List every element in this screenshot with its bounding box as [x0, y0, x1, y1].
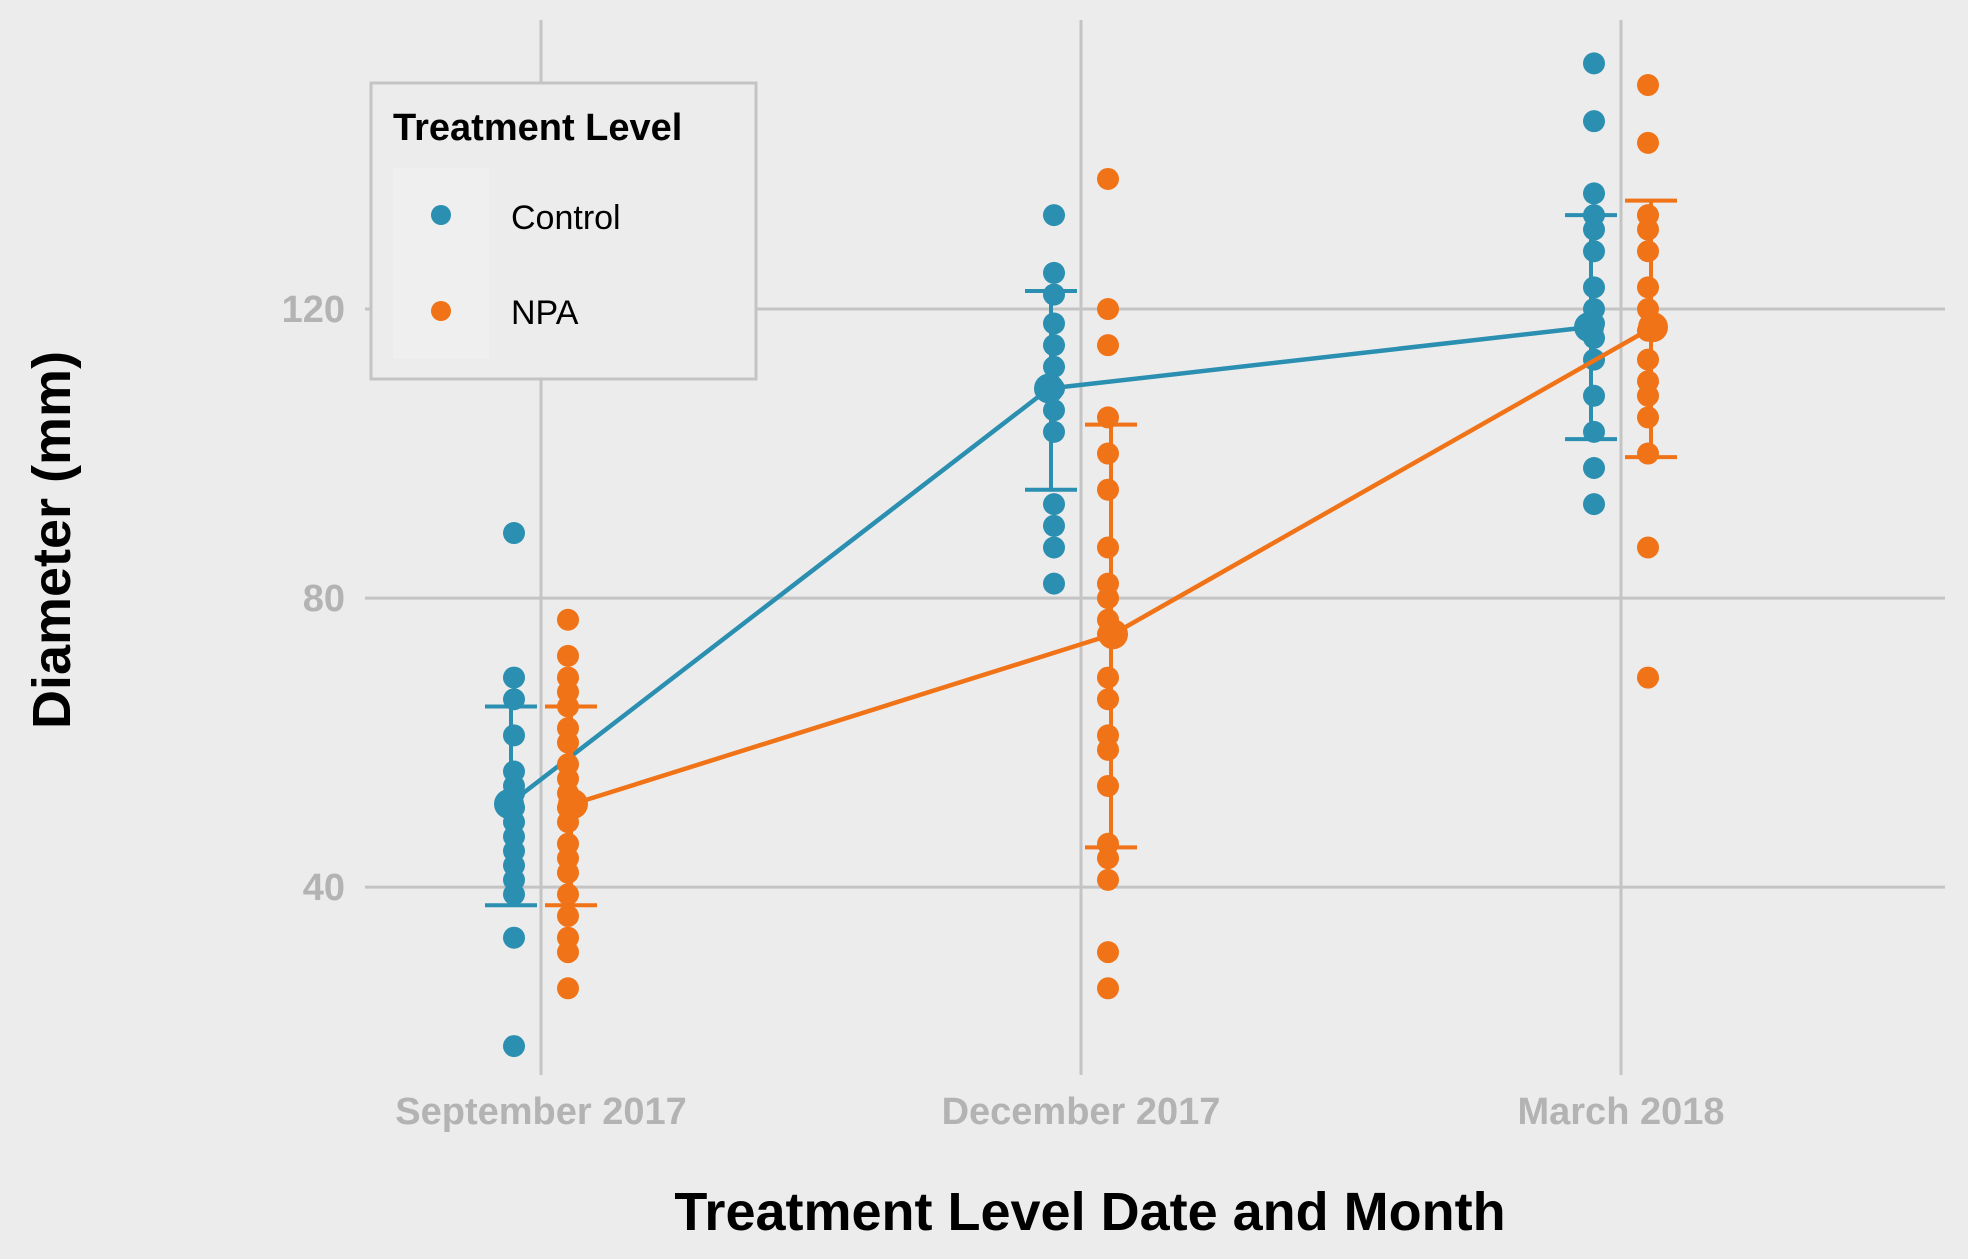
data-point-npa — [1097, 774, 1119, 797]
data-point-control — [1583, 52, 1605, 75]
series-control — [485, 52, 1617, 1058]
data-point-control — [1043, 514, 1065, 537]
mean-point-control — [494, 789, 524, 820]
x-tick-label: March 2018 — [1517, 1091, 1724, 1133]
data-point-npa — [1097, 666, 1119, 689]
legend-title: Treatment Level — [393, 107, 682, 149]
data-point-npa — [1097, 167, 1119, 190]
data-point-control — [503, 666, 525, 689]
data-point-npa — [1637, 536, 1659, 559]
y-tick-label: 40 — [303, 867, 345, 909]
data-point-npa — [1637, 204, 1659, 227]
data-point-control — [1583, 276, 1605, 299]
data-point-npa — [1097, 442, 1119, 465]
data-point-npa — [1097, 724, 1119, 747]
legend-key-background — [393, 168, 489, 359]
data-point-control — [1583, 493, 1605, 516]
series-layer — [485, 52, 1677, 1058]
series-npa — [545, 74, 1677, 1000]
data-point-npa — [1637, 442, 1659, 465]
data-point-npa — [1097, 832, 1119, 855]
data-point-npa — [1097, 478, 1119, 501]
data-point-control — [503, 926, 525, 949]
x-tick-label: September 2017 — [395, 1091, 687, 1133]
data-point-npa — [1637, 276, 1659, 299]
data-point-control — [503, 760, 525, 783]
data-point-npa — [557, 883, 579, 906]
legend-label-control: Control — [511, 199, 621, 237]
data-point-control — [1043, 536, 1065, 559]
data-point-control — [1043, 204, 1065, 227]
data-point-control — [1583, 457, 1605, 480]
data-point-control — [503, 1035, 525, 1058]
mean-point-npa — [1638, 312, 1668, 343]
data-point-control — [1043, 261, 1065, 284]
data-point-npa — [1097, 572, 1119, 595]
data-point-control — [1043, 355, 1065, 378]
mean-point-npa — [1098, 619, 1128, 650]
legend: Treatment Level Control NPA — [369, 81, 758, 381]
mean-point-npa — [558, 789, 588, 820]
data-point-control — [1583, 384, 1605, 407]
data-point-npa — [1637, 348, 1659, 371]
y-tick-labels: 40 80 120 — [282, 289, 345, 909]
data-point-control — [1583, 110, 1605, 133]
data-point-npa — [1637, 370, 1659, 393]
data-point-npa — [557, 644, 579, 667]
data-point-npa — [1097, 688, 1119, 711]
data-point-npa — [1637, 74, 1659, 97]
data-point-npa — [557, 666, 579, 689]
data-point-npa — [557, 832, 579, 855]
x-axis-title: Treatment Level Date and Month — [674, 1182, 1505, 1242]
data-point-npa — [1097, 298, 1119, 321]
data-point-npa — [1637, 666, 1659, 689]
data-point-npa — [557, 926, 579, 949]
data-point-npa — [557, 905, 579, 928]
data-point-control — [1043, 493, 1065, 516]
data-point-control — [1043, 420, 1065, 443]
data-point-control — [1043, 283, 1065, 306]
data-point-npa — [1637, 406, 1659, 429]
data-point-control — [1043, 572, 1065, 595]
data-point-npa — [557, 977, 579, 1000]
data-point-npa — [1637, 131, 1659, 154]
legend-label-npa: NPA — [511, 294, 579, 332]
data-point-npa — [1097, 536, 1119, 559]
y-axis-title: Diameter (mm) — [22, 351, 82, 729]
data-point-npa — [557, 608, 579, 631]
data-point-control — [1583, 240, 1605, 263]
data-point-npa — [1097, 334, 1119, 357]
legend-key-control — [431, 205, 451, 225]
legend-key-npa — [431, 301, 451, 321]
data-point-npa — [1097, 977, 1119, 1000]
data-point-npa — [1097, 868, 1119, 891]
data-point-control — [1583, 182, 1605, 205]
x-tick-label: December 2017 — [942, 1091, 1221, 1133]
data-point-npa — [557, 717, 579, 740]
mean-point-control — [1574, 312, 1604, 343]
y-tick-label: 80 — [303, 578, 345, 620]
data-point-npa — [1637, 240, 1659, 263]
data-point-control — [1043, 399, 1065, 422]
data-point-control — [503, 522, 525, 545]
mean-point-control — [1034, 373, 1064, 404]
data-point-npa — [557, 753, 579, 776]
y-tick-label: 120 — [282, 289, 345, 331]
data-point-control — [503, 724, 525, 747]
data-point-control — [1043, 334, 1065, 357]
data-point-control — [1043, 312, 1065, 335]
x-tick-labels: September 2017 December 2017 March 2018 — [395, 1091, 1724, 1133]
data-point-npa — [1097, 941, 1119, 964]
